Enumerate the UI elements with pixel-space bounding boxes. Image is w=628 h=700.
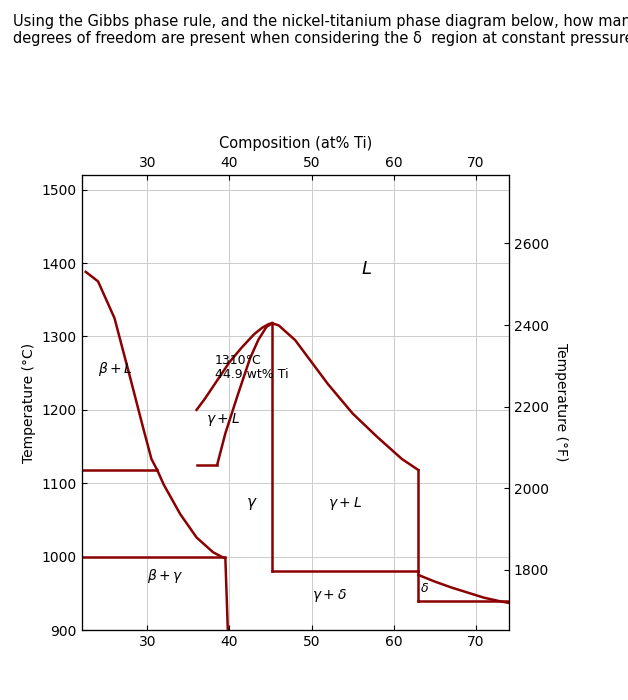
Text: Using the Gibbs phase rule, and the nickel-titanium phase diagram below, how man: Using the Gibbs phase rule, and the nick… [13,14,628,46]
Text: $\beta + L$: $\beta + L$ [98,360,133,378]
Text: $\beta + \gamma$: $\beta + \gamma$ [148,567,184,585]
Y-axis label: Temperature (°C): Temperature (°C) [22,342,36,463]
Text: $\gamma + L$: $\gamma + L$ [207,411,241,428]
Text: $L$: $L$ [361,260,372,278]
X-axis label: Composition (at% Ti): Composition (at% Ti) [219,136,372,150]
Text: $\gamma + L$: $\gamma + L$ [328,495,362,512]
Text: 1310°C: 1310°C [215,354,261,368]
Y-axis label: Temperature (°F): Temperature (°F) [555,343,568,462]
Text: 44.9 wt% Ti: 44.9 wt% Ti [215,368,288,382]
Text: $\gamma + \delta$: $\gamma + \delta$ [311,587,347,604]
Text: $\gamma$: $\gamma$ [246,496,257,512]
Text: $\delta$: $\delta$ [420,582,429,595]
